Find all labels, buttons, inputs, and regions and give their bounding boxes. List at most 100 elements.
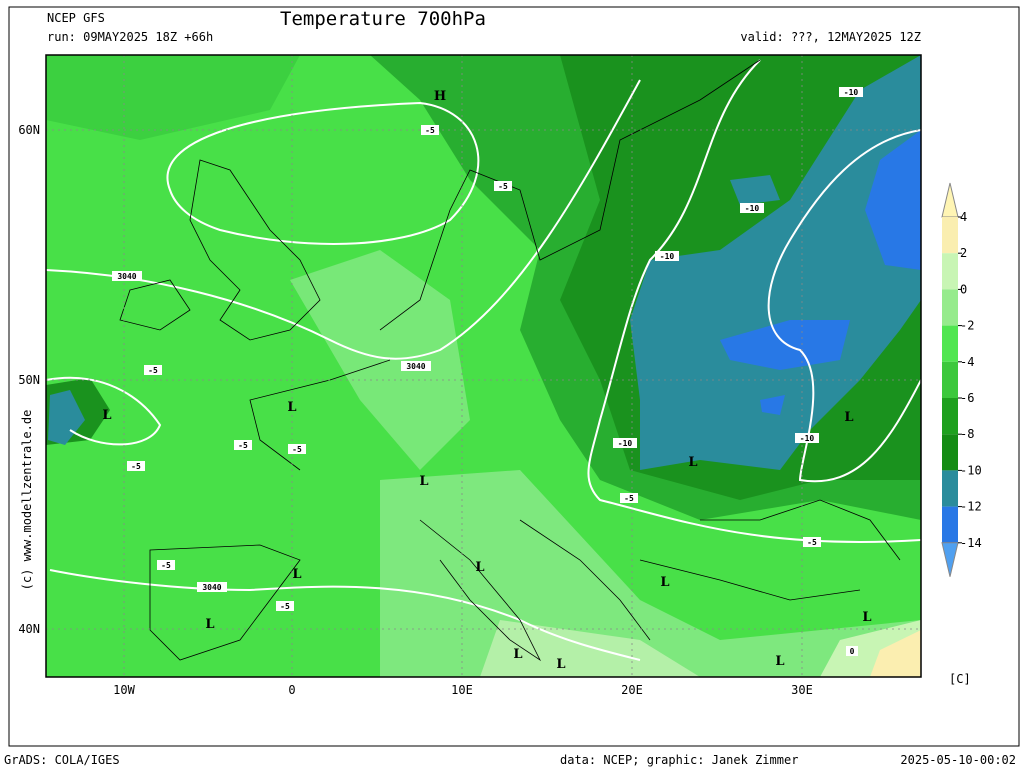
label-box bbox=[421, 125, 439, 135]
map-border bbox=[45, 54, 922, 678]
contour-label: -5 bbox=[624, 494, 634, 503]
field-band bbox=[46, 55, 300, 140]
colorbar-band bbox=[942, 470, 958, 507]
field-band bbox=[720, 130, 921, 415]
pressure-center: L bbox=[660, 575, 669, 590]
contour-label: -5 bbox=[292, 445, 302, 454]
contour-label: -5 bbox=[148, 366, 158, 375]
contour-label: -10 bbox=[800, 434, 815, 443]
contour-label: -10 bbox=[844, 88, 859, 97]
pressure-center: L bbox=[287, 400, 296, 415]
label-box bbox=[127, 461, 145, 471]
label-box bbox=[655, 251, 679, 261]
label-box bbox=[494, 181, 512, 191]
label-box bbox=[401, 361, 431, 371]
map-labels: H -5 -5 3040 3040 3040 -10 -10 -10 -10 -10 -5 -5 -5 -5… bbox=[0, 0, 872, 672]
lat-label: 40N bbox=[18, 622, 40, 636]
pressure-center: L bbox=[205, 617, 214, 632]
lon-label: 0 bbox=[288, 683, 295, 697]
footer-credit: data: NCEP; graphic: Janek Zimmer bbox=[560, 753, 798, 767]
label-box bbox=[288, 444, 306, 454]
contour-label: -5 bbox=[280, 602, 290, 611]
colorbar-label: 0 bbox=[960, 282, 967, 296]
pressure-center: L bbox=[862, 610, 871, 625]
lon-label: 30E bbox=[791, 683, 813, 697]
frame bbox=[8, 6, 1020, 747]
contour-label: -5 bbox=[498, 182, 508, 191]
pressure-center: L bbox=[775, 654, 784, 669]
colorbar-band bbox=[942, 361, 958, 398]
colorbar-label: -4 bbox=[960, 355, 974, 369]
label-box bbox=[234, 440, 252, 450]
contour-label: -5 bbox=[238, 441, 248, 450]
label-box bbox=[276, 601, 294, 611]
colorbar-label: 2 bbox=[960, 246, 967, 260]
contour-label: -10 bbox=[745, 204, 760, 213]
contour-label: -5 bbox=[131, 462, 141, 471]
label-box bbox=[846, 646, 858, 656]
pressure-center: L bbox=[688, 455, 697, 470]
run: run: 09MAY2025 18Z +66h bbox=[47, 30, 213, 44]
contour-label: 3040 bbox=[406, 362, 425, 371]
colorbar-band bbox=[942, 506, 958, 543]
pressure-center: L bbox=[556, 657, 565, 672]
colorbar-label: -6 bbox=[960, 391, 974, 405]
colorbar-label: -12 bbox=[960, 500, 982, 514]
colorbar-band bbox=[942, 217, 958, 254]
colorbar-label: 4 bbox=[960, 210, 967, 224]
valid: valid: ???, 12MAY2025 12Z bbox=[740, 30, 921, 44]
field-band bbox=[290, 250, 470, 470]
colorbar-band bbox=[942, 253, 958, 290]
model: NCEP GFS bbox=[47, 11, 105, 25]
label-box bbox=[112, 271, 142, 281]
colorbar-band bbox=[942, 398, 958, 435]
contour-label: 3040 bbox=[117, 272, 136, 281]
contour-label: -10 bbox=[618, 439, 633, 448]
label-box bbox=[144, 365, 162, 375]
footer-left: GrADS: COLA/IGES bbox=[4, 753, 120, 767]
colorbar-band bbox=[942, 434, 958, 471]
contour-label: 3040 bbox=[202, 583, 221, 592]
field-band bbox=[730, 175, 780, 205]
colorbar-label: -2 bbox=[960, 319, 974, 333]
colorbar-label: -10 bbox=[960, 463, 982, 477]
label-box bbox=[0, 0, 6, 5]
pressure-center: L bbox=[513, 647, 522, 662]
label-box bbox=[197, 582, 227, 592]
pressure-center: L bbox=[102, 408, 111, 423]
colorbar-label: -8 bbox=[960, 427, 974, 441]
lat-label: 60N bbox=[18, 123, 40, 137]
contours bbox=[46, 59, 921, 661]
contour-label: -10 bbox=[660, 252, 675, 261]
label-box bbox=[795, 433, 819, 443]
label-box bbox=[620, 493, 638, 503]
label-box bbox=[613, 438, 637, 448]
field-band bbox=[48, 390, 85, 445]
pressure-center: L bbox=[292, 567, 301, 582]
contour-label: -5 bbox=[161, 561, 171, 570]
pressure-center: L bbox=[844, 410, 853, 425]
lon-label: 20E bbox=[621, 683, 643, 697]
contour-label: 0 bbox=[0, 0, 3, 5]
pressure-center: H bbox=[434, 89, 446, 104]
watermark: (c) www.modellzentrale.de bbox=[20, 410, 34, 591]
map-field: H -5 -5 3040 3040 3040 -10 -10 -10 -10 -10 -5 -5 -5 -5… bbox=[0, 0, 921, 677]
colorbar-label: -14 bbox=[960, 536, 982, 550]
label-box bbox=[839, 87, 863, 97]
pressure-center: L bbox=[419, 474, 428, 489]
colorbar-band bbox=[942, 325, 958, 362]
colorbar-unit: [C] bbox=[949, 672, 971, 686]
coastlines bbox=[119, 59, 901, 662]
field-band bbox=[480, 620, 700, 677]
contour-label: -5 bbox=[425, 126, 435, 135]
field-band bbox=[870, 630, 921, 677]
lat-label: 50N bbox=[18, 373, 40, 387]
lon-label: 10W bbox=[113, 683, 135, 697]
footer-timestamp: 2025-05-10-00:02 bbox=[900, 753, 1016, 767]
colorbar-tip bbox=[941, 182, 959, 218]
label-box bbox=[157, 560, 175, 570]
contour-label: -5 bbox=[807, 538, 817, 547]
field-band bbox=[630, 55, 921, 470]
